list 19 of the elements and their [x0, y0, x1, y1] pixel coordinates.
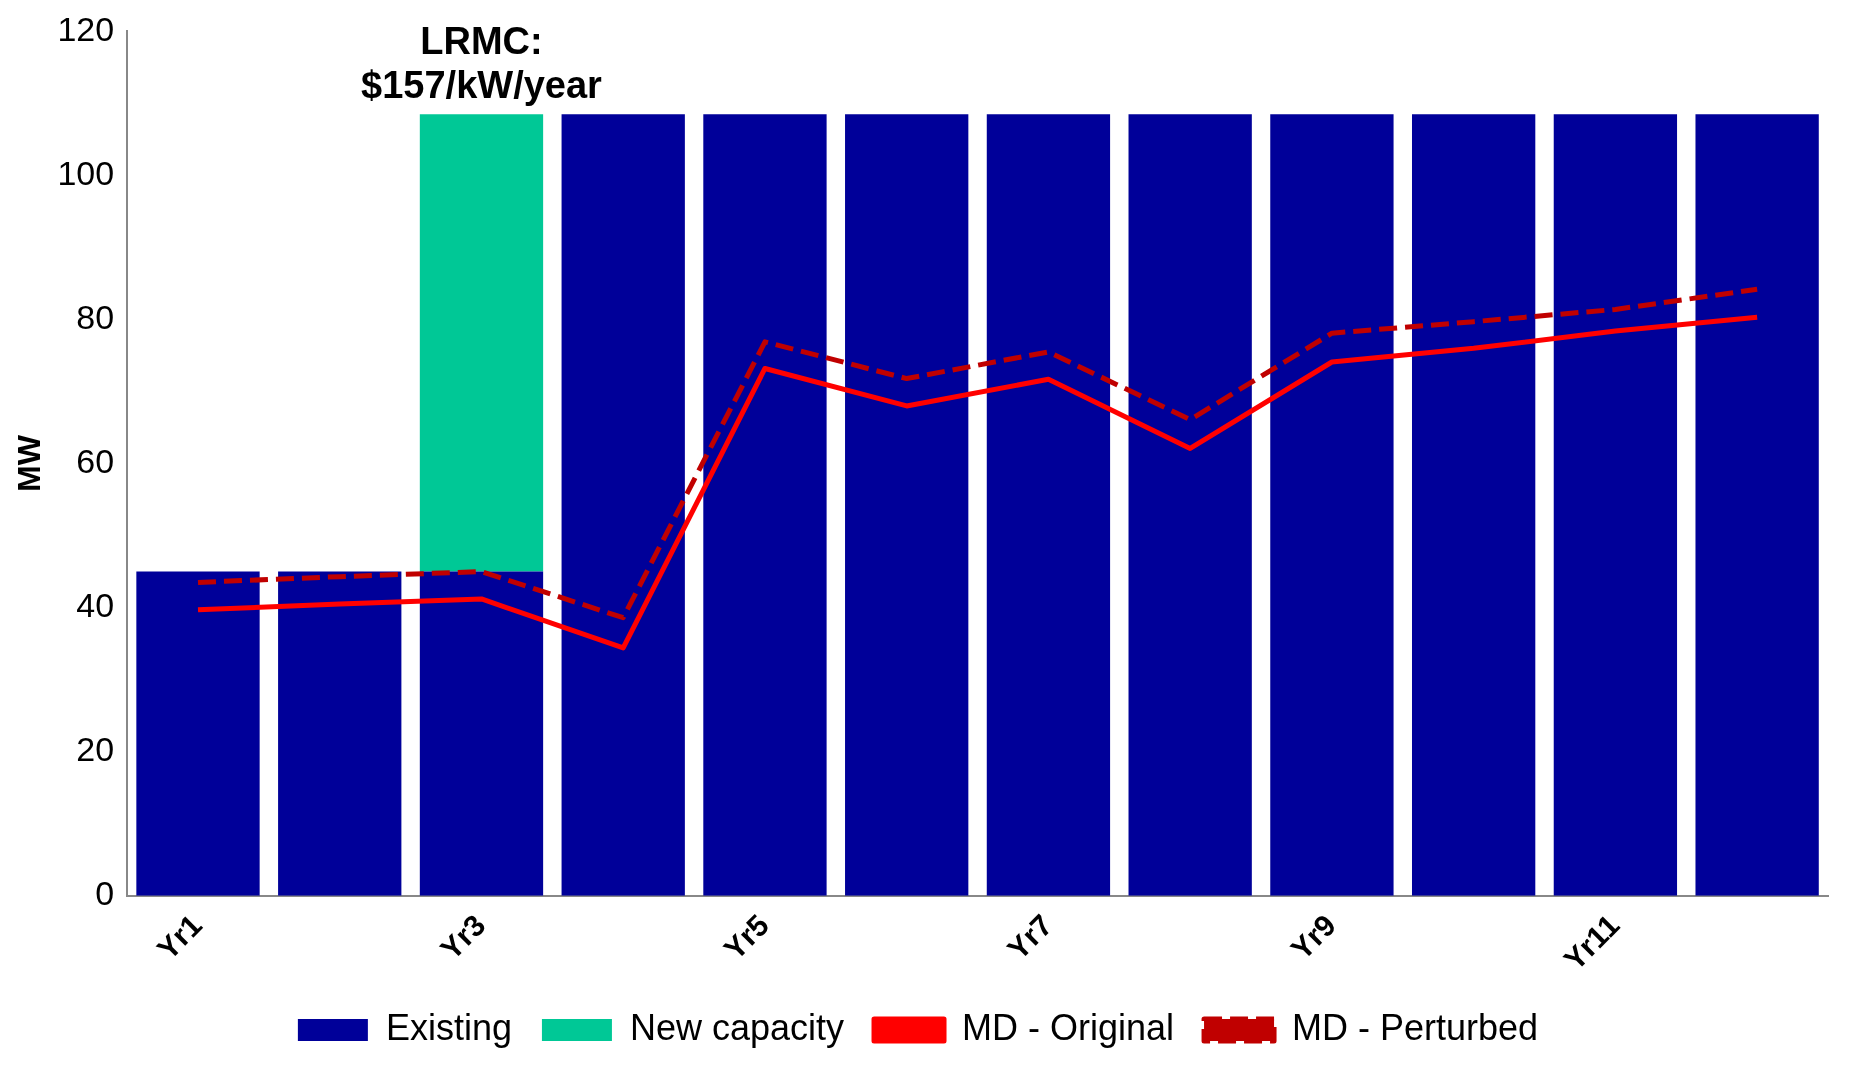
y-axis-title: MW: [11, 434, 48, 492]
x-tick-label: Yr3: [434, 908, 492, 966]
x-tick-label: Yr11: [1557, 908, 1626, 977]
y-tick-label: 20: [76, 730, 115, 769]
x-tick-label: Yr5: [717, 908, 776, 966]
y-tick-label: 80: [76, 297, 115, 336]
x-tick-label: Yr7: [1000, 908, 1059, 966]
legend-label: New capacity: [629, 1006, 845, 1048]
y-tick-label: 100: [57, 153, 115, 192]
y-tick-label: 40: [76, 585, 115, 624]
y-tick-label: 0: [95, 874, 115, 913]
x-tick-label: Yr9: [1284, 908, 1342, 966]
legend-label: MD - Perturbed: [1292, 1006, 1539, 1048]
y-tick-label: 120: [57, 9, 115, 48]
y-tick-label: 60: [76, 441, 115, 480]
annotation: LRMC: $157/kW/year: [361, 19, 603, 106]
legend-label: MD - Original: [962, 1006, 1175, 1048]
legend-label: Existing: [385, 1006, 512, 1048]
x-tick-label: Yr1: [150, 908, 209, 966]
